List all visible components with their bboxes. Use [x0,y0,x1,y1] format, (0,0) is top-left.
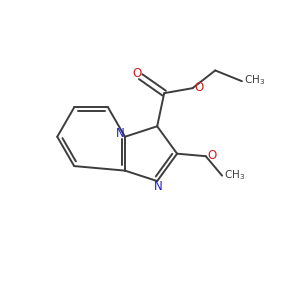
Text: O: O [133,67,142,80]
Text: N: N [154,181,163,194]
Text: O: O [208,149,217,162]
Text: N: N [116,127,125,140]
Text: CH$_3$: CH$_3$ [224,168,245,182]
Text: O: O [194,81,204,94]
Text: CH$_3$: CH$_3$ [244,73,265,87]
